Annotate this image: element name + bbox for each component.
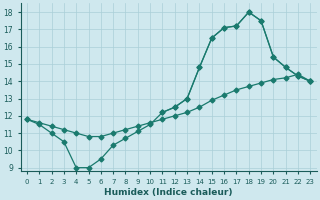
X-axis label: Humidex (Indice chaleur): Humidex (Indice chaleur) (104, 188, 233, 197)
